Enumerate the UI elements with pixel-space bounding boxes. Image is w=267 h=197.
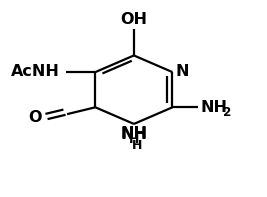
Text: AcNH: AcNH <box>10 64 59 79</box>
Text: OH: OH <box>120 12 147 27</box>
Text: N: N <box>175 64 189 79</box>
Text: NH: NH <box>120 127 147 142</box>
Text: H: H <box>129 133 139 146</box>
Text: NH: NH <box>120 126 147 141</box>
Text: O: O <box>29 110 42 125</box>
Text: 2: 2 <box>223 106 231 119</box>
Text: NH: NH <box>201 100 228 115</box>
Text: H: H <box>132 139 142 152</box>
